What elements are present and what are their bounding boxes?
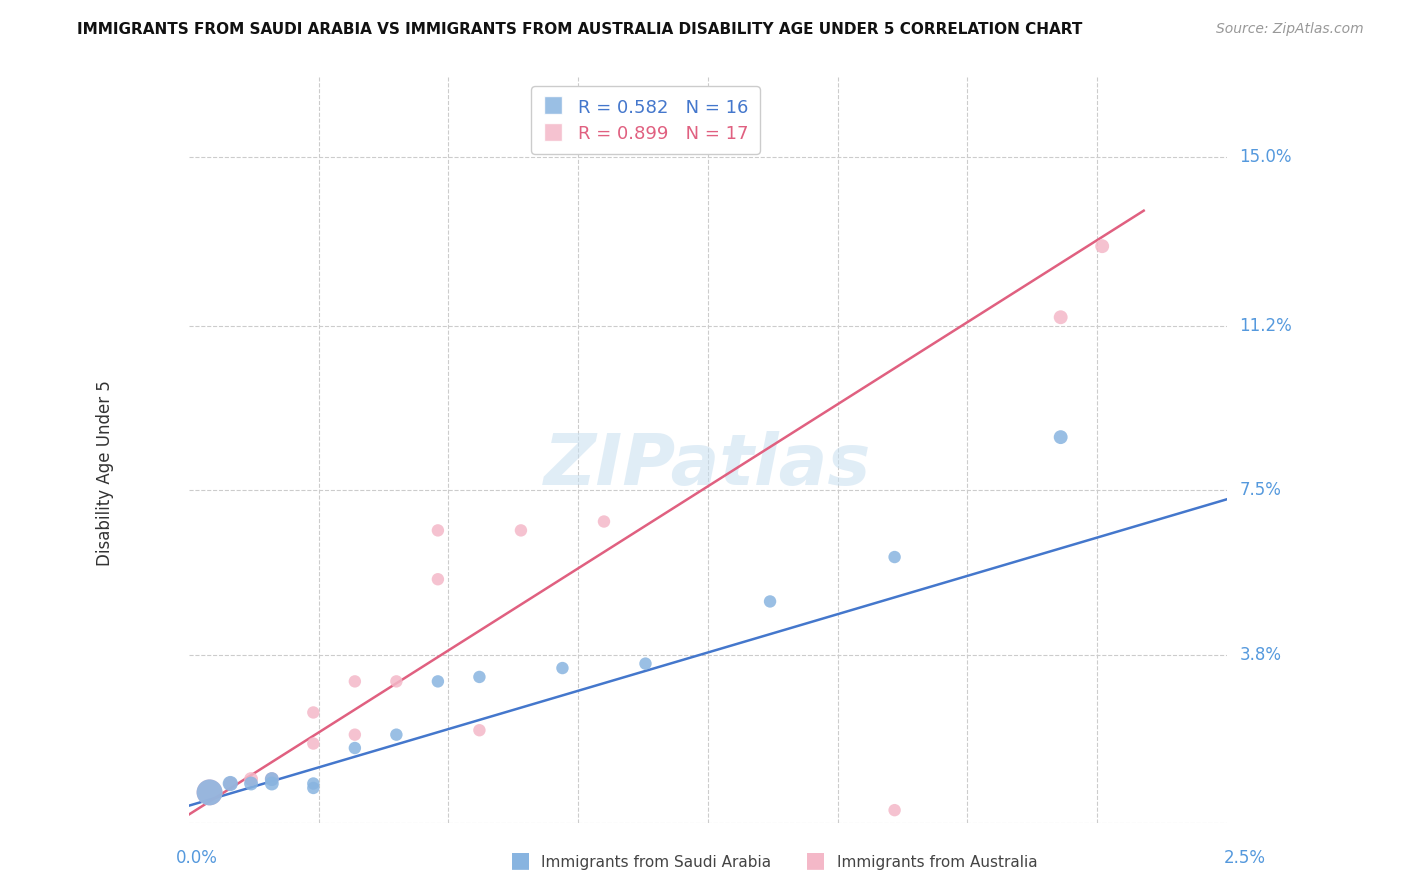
Text: 2.5%: 2.5% — [1223, 849, 1265, 867]
Text: 11.2%: 11.2% — [1239, 318, 1292, 335]
Point — [302, 737, 325, 751]
Point — [551, 661, 574, 675]
Text: 3.8%: 3.8% — [1239, 646, 1281, 664]
Point — [240, 772, 263, 786]
Point — [426, 674, 449, 689]
Point — [302, 776, 325, 790]
Text: Source: ZipAtlas.com: Source: ZipAtlas.com — [1216, 22, 1364, 37]
Point — [1049, 430, 1071, 444]
Point — [1091, 239, 1114, 253]
Point — [883, 803, 905, 817]
Point — [634, 657, 657, 671]
Text: Immigrants from Saudi Arabia: Immigrants from Saudi Arabia — [541, 855, 772, 870]
Point — [260, 772, 283, 786]
Point — [883, 549, 905, 564]
Text: Disability Age Under 5: Disability Age Under 5 — [96, 380, 114, 566]
Point — [219, 776, 242, 790]
Text: 7.5%: 7.5% — [1239, 482, 1281, 500]
Point — [426, 572, 449, 586]
Point — [198, 785, 221, 799]
Text: ■: ■ — [510, 850, 530, 870]
Point — [385, 674, 408, 689]
Point — [302, 780, 325, 795]
Text: Immigrants from Australia: Immigrants from Australia — [837, 855, 1038, 870]
Point — [219, 776, 242, 790]
Point — [510, 524, 533, 538]
Point — [302, 706, 325, 720]
Point — [468, 723, 491, 738]
Point — [240, 776, 263, 790]
Text: IMMIGRANTS FROM SAUDI ARABIA VS IMMIGRANTS FROM AUSTRALIA DISABILITY AGE UNDER 5: IMMIGRANTS FROM SAUDI ARABIA VS IMMIGRAN… — [77, 22, 1083, 37]
Text: 15.0%: 15.0% — [1239, 148, 1292, 167]
Text: 0.0%: 0.0% — [176, 849, 218, 867]
Legend: R = 0.582   N = 16, R = 0.899   N = 17: R = 0.582 N = 16, R = 0.899 N = 17 — [531, 87, 759, 154]
Point — [198, 785, 221, 799]
Text: ■: ■ — [806, 850, 825, 870]
Point — [1049, 310, 1071, 325]
Point — [593, 515, 616, 529]
Point — [260, 772, 283, 786]
Point — [385, 728, 408, 742]
Point — [468, 670, 491, 684]
Point — [343, 674, 366, 689]
Point — [343, 728, 366, 742]
Point — [759, 594, 782, 608]
Point — [343, 741, 366, 756]
Point — [260, 776, 283, 790]
Text: ZIPatlas: ZIPatlas — [544, 431, 872, 500]
Point — [426, 524, 449, 538]
